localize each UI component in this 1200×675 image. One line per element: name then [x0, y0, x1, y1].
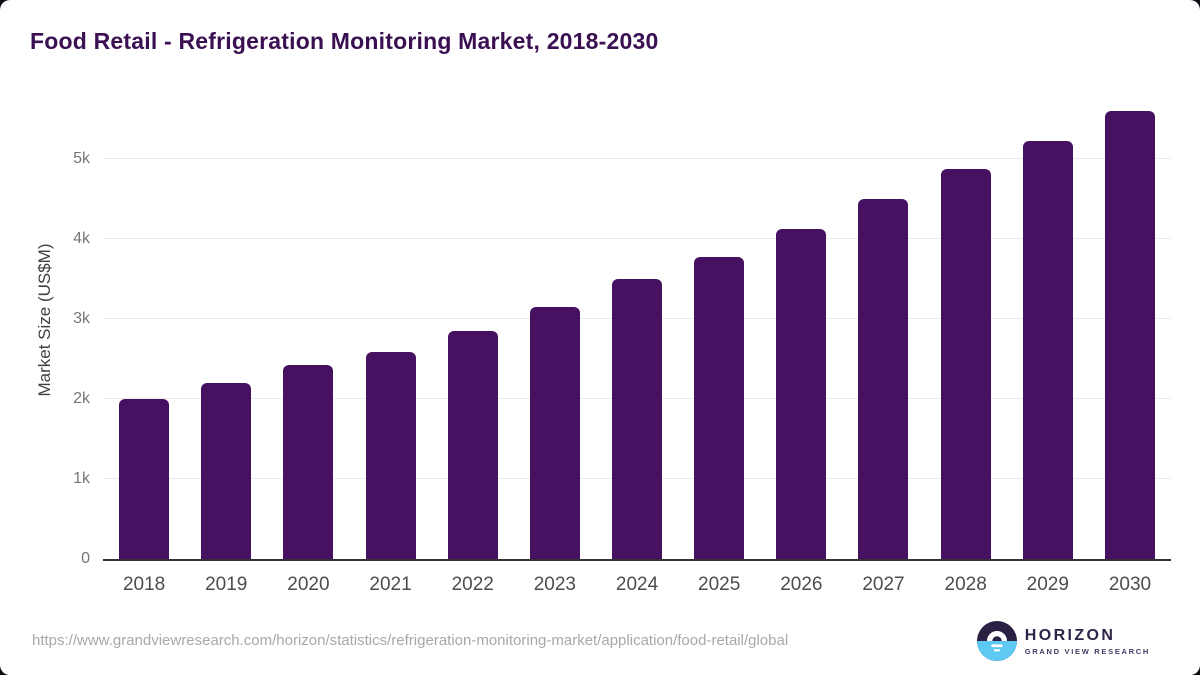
horizon-logo-icon	[976, 621, 1017, 661]
horizon-logo: HORIZON GRAND VIEW RESEARCH	[976, 621, 1150, 661]
chart-title: Food Retail - Refrigeration Monitoring M…	[30, 28, 659, 54]
bar-cell-2028: 2028	[925, 99, 1007, 595]
x-tick-label-2029: 2029	[1026, 574, 1069, 595]
logo-title: HORIZON	[1024, 626, 1116, 644]
bar-2023	[529, 307, 580, 559]
bar-2021	[365, 351, 416, 559]
bar-cell-2024: 2024	[596, 99, 678, 595]
x-tick-label-2018: 2018	[122, 574, 166, 595]
bar-cell-2020: 2020	[267, 99, 349, 595]
bar-2030	[1104, 111, 1155, 559]
y-tick-label-3k: 3k	[73, 310, 90, 327]
bars-container: 2018 2019 2020 2021 2022 2023 2024 2025 2026 2027…	[103, 99, 1171, 595]
bar-2018	[119, 399, 170, 559]
bar-cell-2018: 2018	[103, 99, 185, 595]
bar-cell-2025: 2025	[678, 99, 760, 595]
chart-region: Market Size (US$M) 0 1k 2k 3k 4k 5k 2018 2019 20…	[35, 99, 1171, 595]
bar-2019	[201, 383, 252, 559]
bar-2028	[940, 169, 991, 559]
footer: https://www.grandviewresearch.com/horizo…	[0, 610, 1200, 675]
bar-2024	[612, 279, 663, 559]
bar-cell-2026: 2026	[760, 99, 842, 595]
y-tick-label-2k: 2k	[73, 390, 90, 407]
x-tick-label-2019: 2019	[205, 574, 248, 595]
bar-cell-2030: 2030	[1089, 99, 1171, 595]
plot-area: 0 1k 2k 3k 4k 5k 2018 2019 2020 2021 2022 2023 2024 2…	[73, 99, 1171, 595]
bar-2025	[694, 257, 745, 559]
y-tick-label-1k: 1k	[73, 470, 90, 487]
x-tick-label-2023: 2023	[533, 574, 576, 595]
bar-2029	[1022, 140, 1073, 559]
x-tick-label-2027: 2027	[862, 574, 905, 595]
bar-cell-2029: 2029	[1007, 99, 1089, 595]
gridline-4k	[103, 238, 1171, 239]
bar-cell-2023: 2023	[514, 99, 596, 595]
x-tick-label-2030: 2030	[1108, 574, 1152, 595]
gridline-5k	[103, 158, 1171, 159]
horizon-logo-text: HORIZON GRAND VIEW RESEARCH	[1025, 627, 1150, 656]
bar-cell-2027: 2027	[842, 99, 924, 595]
y-axis-title: Market Size (US$M)	[35, 243, 54, 397]
source-url: https://www.grandviewresearch.com/horizo…	[32, 632, 789, 649]
bar-cell-2019: 2019	[185, 99, 267, 595]
bar-cell-2022: 2022	[432, 99, 514, 595]
y-tick-label-4k: 4k	[73, 230, 90, 247]
bar-cell-2021: 2021	[349, 99, 431, 595]
x-tick-label-2022: 2022	[451, 574, 494, 595]
y-tick-label-5k: 5k	[73, 150, 90, 167]
x-tick-label-2025: 2025	[698, 574, 741, 595]
x-tick-label-2028: 2028	[944, 574, 987, 595]
x-tick-label-2021: 2021	[369, 574, 412, 595]
y-tick-label-0: 0	[81, 550, 90, 567]
bar-2020	[283, 364, 334, 559]
x-tick-label-2024: 2024	[615, 574, 659, 595]
logo-subtitle: GRAND VIEW RESEARCH	[1024, 646, 1150, 656]
x-tick-label-2026: 2026	[780, 574, 823, 595]
x-axis-line	[103, 559, 1171, 561]
x-tick-label-2020: 2020	[287, 574, 330, 595]
bar-2026	[776, 229, 827, 559]
bar-2027	[858, 199, 909, 559]
bar-2022	[447, 331, 498, 559]
